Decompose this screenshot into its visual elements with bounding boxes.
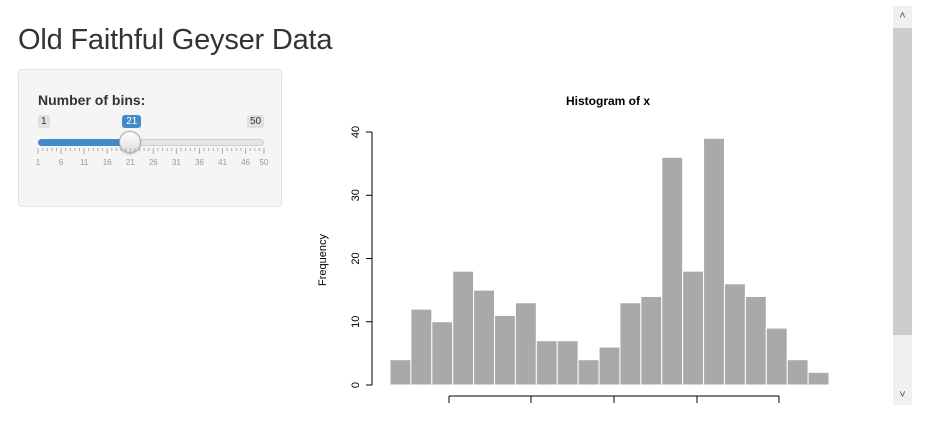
histogram-bar (556, 340, 579, 386)
slider-tick-label: 16 (103, 158, 112, 167)
histogram-bar (723, 283, 746, 386)
slider-tick-label: 46 (241, 158, 250, 167)
sidebar-panel: Number of bins: 1 21 50 1 6 11 16 21 26 31 36 41… (18, 69, 282, 207)
y-tick-label: 20 (350, 252, 362, 264)
chart-title: Histogram of x (566, 94, 650, 108)
histogram-bar (682, 270, 705, 386)
histogram-bar (661, 156, 684, 386)
y-tick-label: 10 (350, 316, 362, 328)
scrollbar-thumb[interactable] (893, 28, 912, 335)
slider-tick-label: 50 (260, 158, 269, 167)
slider-tick-label: 6 (59, 158, 64, 167)
slider-tick-label: 21 (126, 158, 135, 167)
histogram-bar (452, 270, 475, 386)
histogram-bar (786, 359, 809, 386)
slider-tick-label: 11 (80, 158, 89, 167)
y-tick-label: 40 (350, 126, 362, 138)
histogram-bar (514, 302, 537, 386)
y-tick-label: 0 (350, 382, 362, 388)
slider-tick-label: 26 (149, 158, 158, 167)
slider-max-label: 50 (247, 115, 265, 128)
y-axis-label: Frequency (317, 234, 329, 286)
histogram-bar (744, 295, 767, 386)
histogram-bar (765, 327, 788, 386)
histogram-bar (703, 137, 725, 386)
histogram-bar (535, 340, 558, 386)
page-title: Old Faithful Geyser Data (18, 24, 333, 56)
histogram-bar (494, 314, 516, 386)
bins-slider-fill (38, 139, 131, 146)
histogram-bar (598, 346, 621, 386)
slider-grid: 1 6 11 16 21 26 31 36 41 46 50 (36, 148, 269, 167)
histogram-bar (473, 289, 496, 386)
histogram-bar (619, 302, 642, 386)
slider-tick-label: 31 (172, 158, 181, 167)
slider-tick-label: 1 (36, 158, 41, 167)
slider-min-label: 1 (38, 115, 50, 128)
chevron-down-icon[interactable]: ˅ (899, 389, 906, 401)
slider-tick-label: 36 (195, 158, 204, 167)
histogram-bar (807, 371, 830, 386)
histogram-bar (431, 321, 454, 386)
chevron-up-icon[interactable]: ˄ (899, 10, 906, 22)
slider-value-label: 21 (122, 115, 142, 128)
histogram-bar (640, 295, 663, 386)
slider-tick-label: 41 (218, 158, 227, 167)
vertical-scrollbar[interactable]: ˄ ˅ (893, 6, 912, 405)
histogram-chart: Histogram of x Frequency 0 10 20 30 40 (317, 94, 830, 403)
histogram-bar (410, 308, 433, 386)
histogram-bar (577, 359, 600, 386)
bins-slider-label: Number of bins: (38, 92, 146, 108)
y-tick-label: 30 (350, 189, 362, 201)
histogram-bar (389, 359, 412, 386)
